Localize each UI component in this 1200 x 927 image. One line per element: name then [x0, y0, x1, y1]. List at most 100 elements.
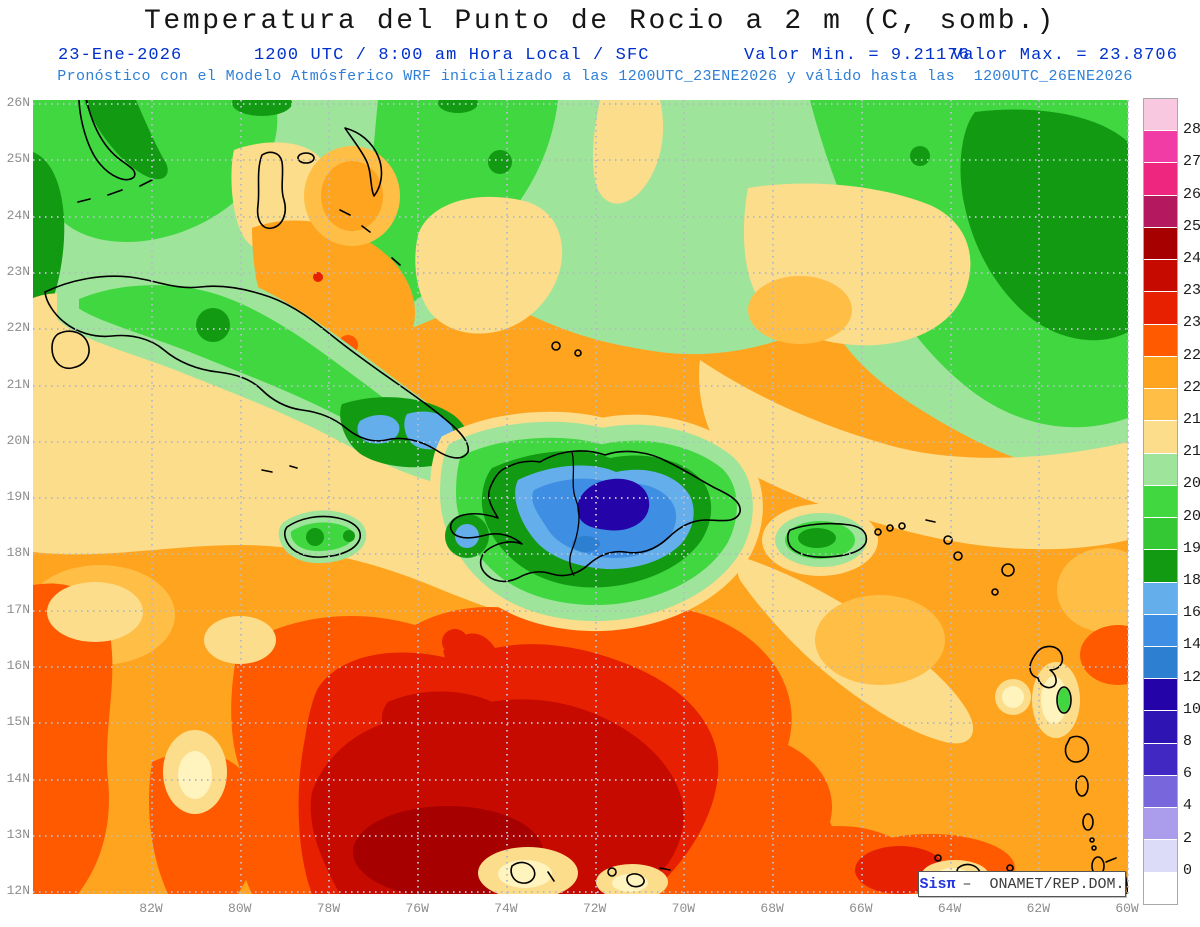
gridline-lon [772, 100, 775, 894]
florida-coastline [78, 100, 136, 181]
gridline-lat [33, 553, 1128, 556]
colorbar-band [1144, 775, 1177, 809]
virgin-islands [874, 528, 882, 536]
colorbar-tick-label: 4 [1183, 797, 1193, 815]
orchila [659, 867, 671, 871]
colorbar-tick-label: 14 [1183, 636, 1200, 654]
gridline-lon [151, 100, 153, 894]
colorbar-band [1144, 711, 1177, 744]
colorbar-band [1144, 614, 1177, 647]
colorbar-tick-label: 16 [1183, 604, 1200, 622]
colorbar-tick-label: 21 [1183, 443, 1200, 461]
bahamas-islet [297, 152, 315, 164]
gridline-lat [33, 271, 1128, 274]
lon-tick-label: 64W [937, 901, 962, 916]
colorbar-band [1144, 646, 1177, 680]
colorbar-tick-label: 28 [1183, 121, 1200, 139]
anguilla [925, 519, 936, 523]
lon-tick-label: 76W [405, 901, 429, 916]
colorbar-band [1144, 679, 1177, 712]
gridline-lat [33, 891, 1128, 894]
lat-tick-label: 16N [6, 658, 30, 673]
gridline-lat [33, 722, 1128, 725]
jamaica-coastline [283, 515, 362, 558]
lat-tick-label: 15N [6, 714, 30, 730]
gridline-lat [33, 384, 1128, 387]
los-roques [626, 873, 645, 888]
gridline-lat [33, 103, 1128, 105]
colorbar-tick-label: 10 [1183, 700, 1200, 718]
colorbar-tick-label: 22 [1183, 378, 1200, 396]
colorbar-band [1144, 99, 1177, 132]
cuba-coastline [44, 275, 470, 459]
colorbar-tick-label: 20.5 [1183, 475, 1200, 493]
lon-tick-label: 70W [671, 901, 696, 916]
la-blanquilla [934, 854, 942, 862]
gridline-lon [594, 100, 597, 894]
colorbar-tick-label: 2 [1183, 829, 1193, 847]
cayman-islands [261, 465, 298, 473]
lon-tick-label: 82W [139, 901, 163, 916]
colorbar-band [1144, 356, 1177, 390]
forecast-run-info: 1200 UTC / 8:00 am Hora Local / SFC [254, 46, 650, 65]
lon-tick-label: 78W [316, 901, 341, 916]
colorbar-band [1144, 163, 1177, 196]
colorbar-tick-label: 6 [1183, 765, 1193, 783]
colorbar-tick-label: 19 [1183, 539, 1200, 557]
sispi-logo: Sisπ [919, 875, 956, 893]
colorbar-band [1144, 389, 1177, 422]
colorbar-tick-label: 23 [1183, 314, 1200, 332]
colorbar-tick-label: 21.5 [1183, 411, 1200, 428]
value-max: Valor Max. = 23.8706 [952, 46, 1179, 65]
lat-tick-label: 12N [6, 883, 30, 899]
turks-islet [551, 341, 561, 351]
lat-tick-label: 25N [6, 151, 30, 167]
lon-tick-label: 74W [494, 901, 518, 916]
florida-keys [77, 179, 153, 203]
gridline-lat [33, 215, 1128, 218]
colorbar-band [1144, 292, 1177, 325]
gridline-lat [33, 778, 1128, 781]
gridline-lat [33, 666, 1128, 668]
colorbar-tick-label: 23.5 [1183, 282, 1200, 300]
colorbar-tick-label: 26 [1183, 185, 1200, 203]
lon-tick-label: 66W [849, 901, 873, 916]
gridline-lon [1127, 100, 1130, 894]
bahamas-exumas [339, 209, 401, 266]
aves-islet [607, 867, 617, 877]
lat-tick-label: 22N [6, 320, 30, 336]
colorbar-band [1144, 453, 1177, 486]
colorbar-band [1144, 131, 1177, 164]
watermark-org: – ONAMET/REP.DOM. [962, 875, 1125, 893]
haiti-dr-border [569, 451, 580, 577]
colorbar-tick-label: 20 [1183, 507, 1200, 525]
colorbar-tick-label: 22.5 [1183, 346, 1200, 364]
grenadines [1089, 837, 1095, 843]
grenadines [1091, 845, 1097, 851]
nevis [953, 551, 963, 561]
isle-of-youth [51, 330, 90, 370]
colorbar-band [1144, 872, 1177, 904]
tobago [1105, 857, 1117, 863]
colorbar-band [1144, 260, 1177, 293]
dominica [1056, 686, 1072, 714]
colorbar-band [1144, 227, 1177, 261]
lat-tick-label: 17N [6, 601, 30, 617]
virgin-islands [898, 522, 906, 530]
lon-tick-label: 62W [1026, 901, 1050, 916]
montserrat [991, 588, 999, 596]
colorbar-tick-label: 27 [1183, 153, 1200, 171]
lat-tick-label: 19N [6, 489, 30, 505]
colorbar-band [1144, 195, 1177, 228]
colorbar-band [1144, 582, 1177, 615]
gridline-lon [860, 100, 863, 894]
gridline-lon [683, 100, 686, 894]
gridline-lon [328, 100, 331, 894]
curacao [510, 861, 536, 884]
st-vincent [1082, 813, 1094, 831]
puerto-rico-coastline [786, 522, 868, 558]
lon-tick-label: 80W [228, 901, 252, 916]
colorbar-band [1144, 550, 1177, 583]
st-kitts [943, 535, 953, 545]
